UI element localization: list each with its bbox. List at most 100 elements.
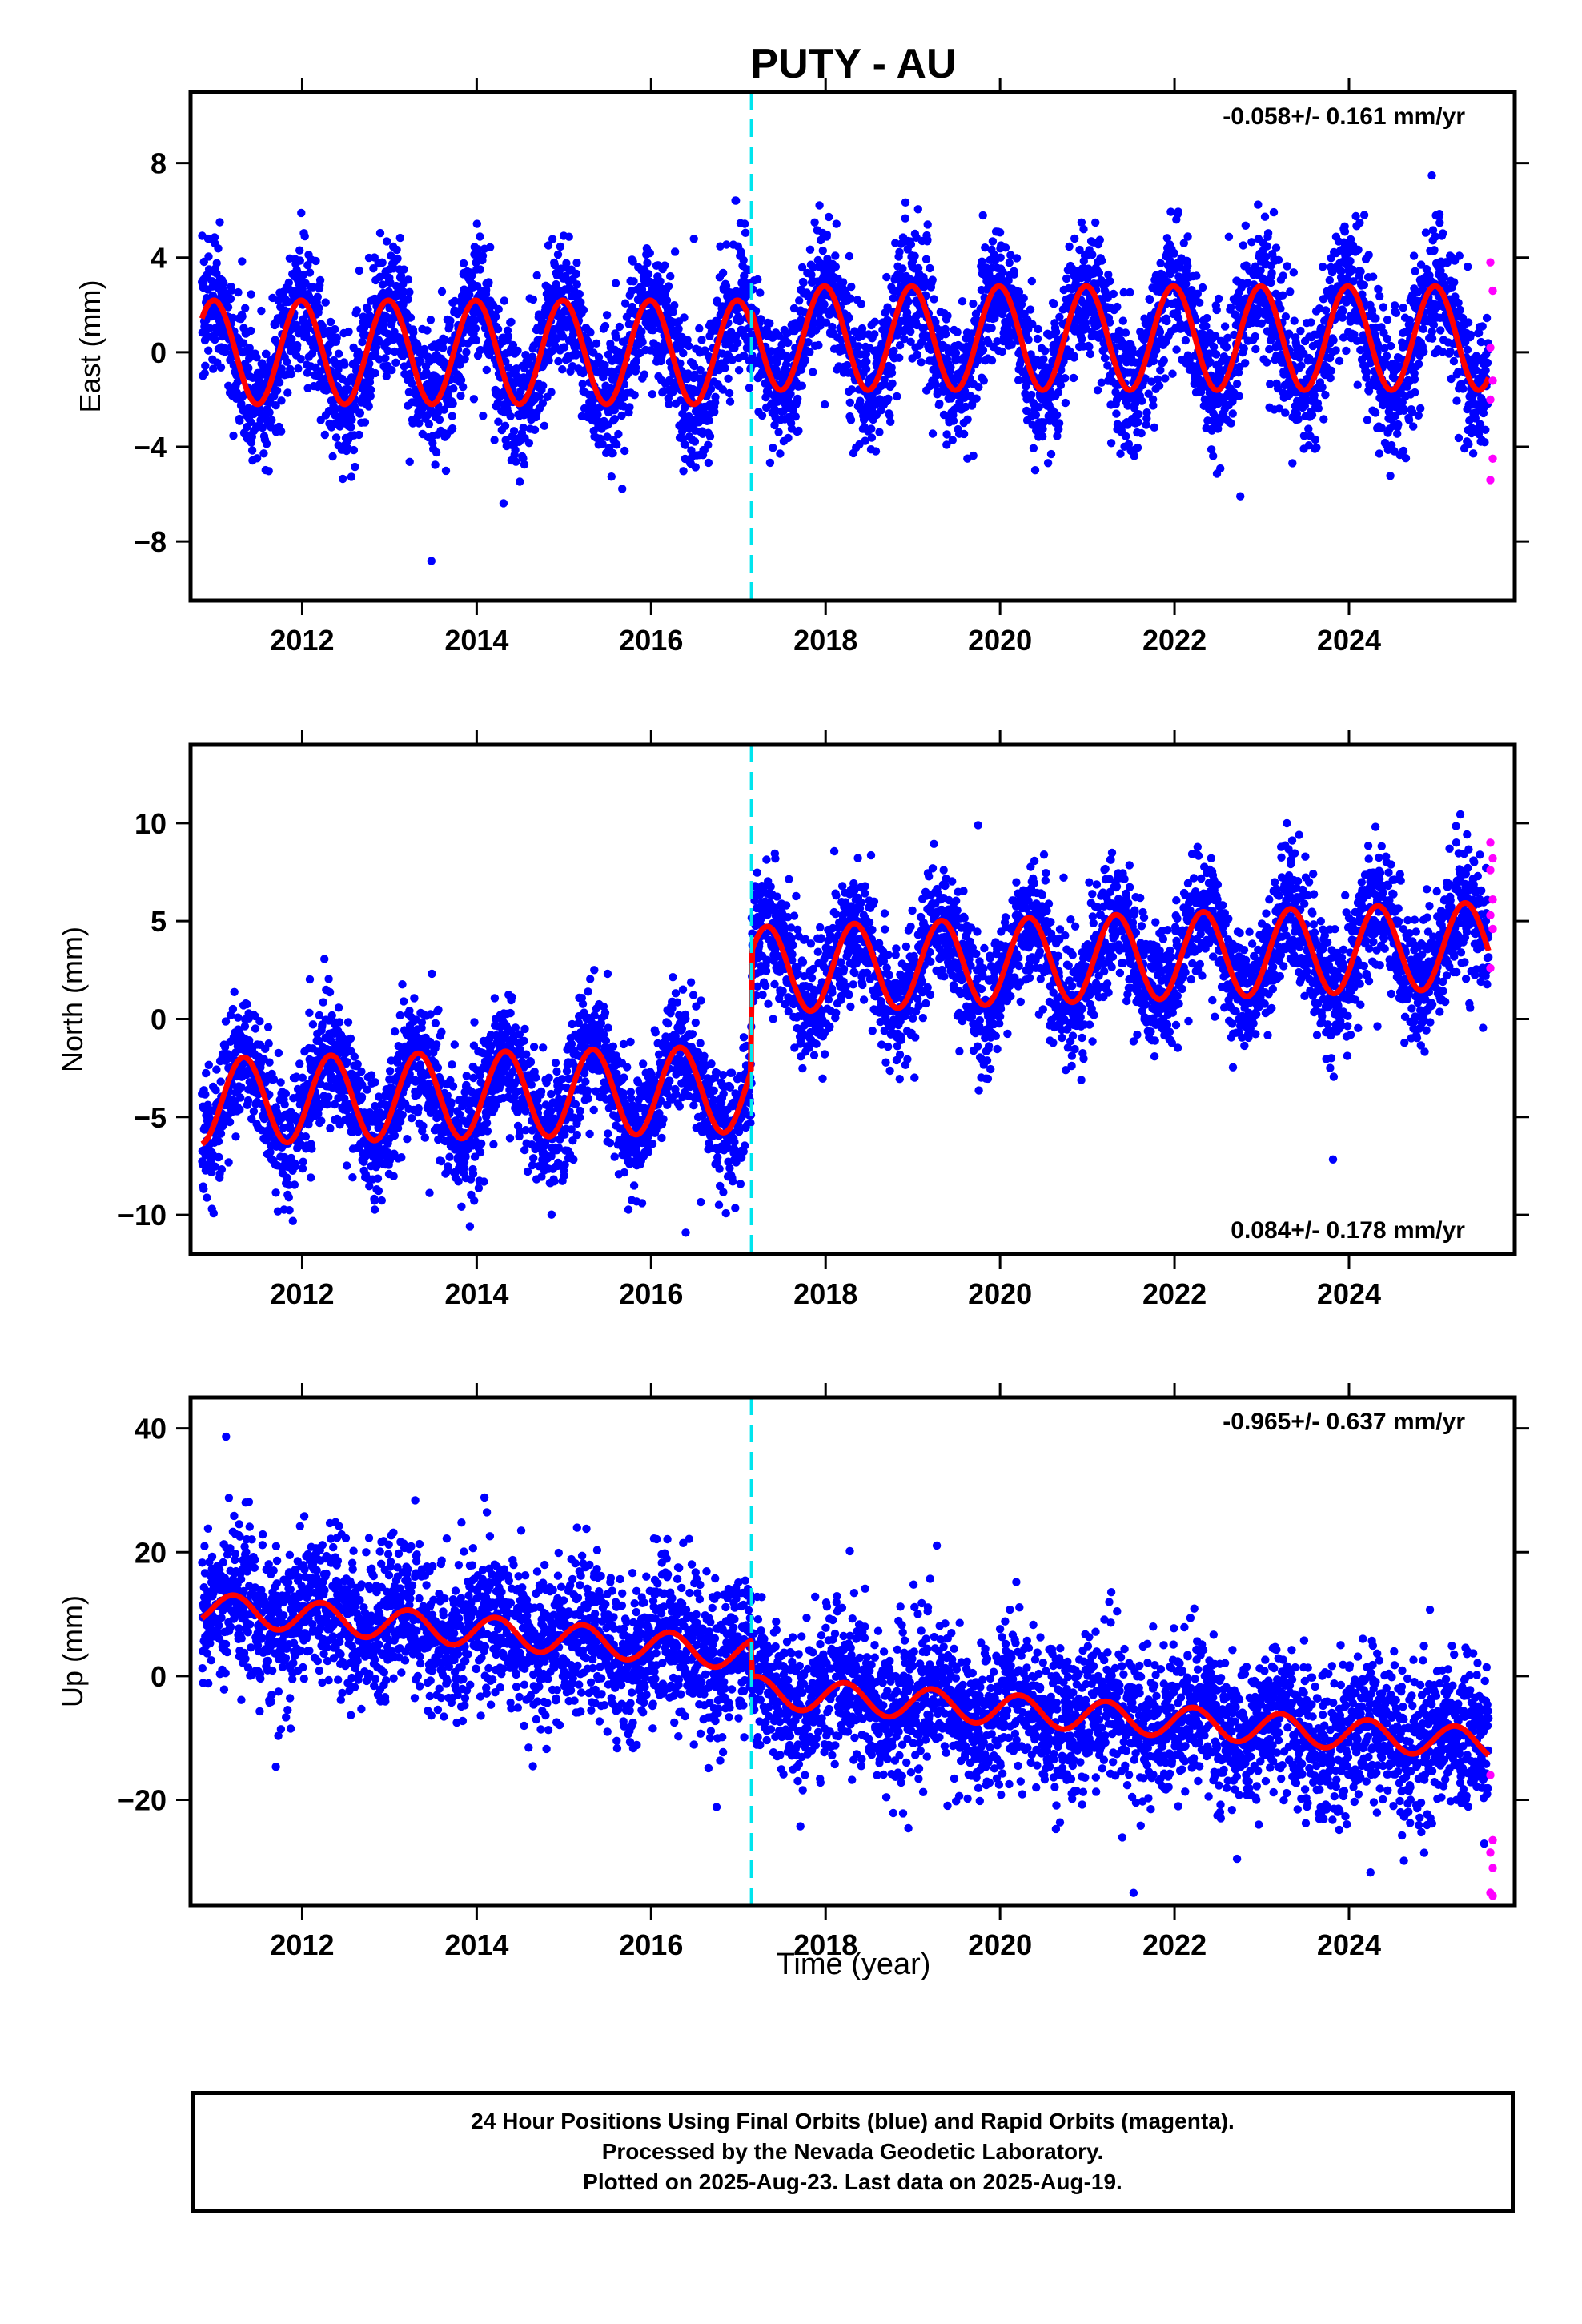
data-point [821, 400, 829, 409]
data-point [396, 271, 406, 280]
data-point [1142, 408, 1151, 417]
data-point [267, 416, 276, 424]
data-point [355, 430, 363, 440]
data-point [988, 237, 998, 246]
data-point [617, 411, 626, 420]
data-point [272, 386, 282, 395]
data-point [512, 364, 521, 373]
data-point [734, 366, 744, 375]
data-point [439, 344, 448, 352]
data-point [219, 279, 228, 287]
data-point [949, 416, 958, 425]
data-point [1410, 375, 1419, 384]
data-point [943, 312, 952, 320]
data-point [305, 268, 315, 277]
data-point [776, 449, 785, 458]
data-point [1172, 345, 1181, 354]
data-point [998, 347, 1007, 356]
data-point [399, 287, 408, 296]
data-point [508, 340, 518, 350]
data-point [769, 444, 777, 452]
data-point [801, 356, 810, 364]
data-point [383, 346, 392, 356]
data-point [494, 304, 503, 314]
data-point [1174, 207, 1182, 216]
data-point [845, 251, 854, 261]
data-point [1095, 235, 1105, 244]
data-point [1409, 422, 1418, 431]
data-point [913, 350, 922, 360]
data-point [227, 286, 236, 295]
data-point [1078, 335, 1086, 344]
data-point [586, 328, 595, 337]
data-point [506, 412, 515, 420]
data-point [1113, 302, 1122, 312]
data-point [407, 379, 416, 388]
data-point [235, 416, 244, 425]
data-point [215, 218, 224, 227]
data-point [1297, 361, 1306, 370]
data-point [326, 317, 335, 327]
data-point [893, 392, 901, 401]
data-point [838, 278, 848, 287]
data-point [607, 472, 616, 481]
data-point [845, 313, 853, 322]
data-point [378, 258, 387, 267]
data-point [315, 304, 323, 312]
data-point [562, 259, 571, 267]
data-point [767, 347, 776, 356]
data-point [1046, 449, 1056, 459]
data-point [554, 356, 563, 366]
data-point [1061, 398, 1070, 408]
data-point [1134, 410, 1143, 419]
data-point [246, 417, 255, 427]
data-point [612, 333, 621, 342]
data-point [1379, 303, 1388, 312]
data-point [448, 412, 456, 420]
data-point [969, 451, 978, 460]
data-point [474, 245, 483, 254]
data-point [684, 341, 693, 351]
data-point [1085, 342, 1094, 352]
data-point [1427, 334, 1437, 343]
data-point [895, 247, 904, 256]
data-point [320, 430, 329, 440]
data-point [1383, 316, 1392, 324]
data-point [321, 298, 330, 307]
data-point [1304, 424, 1313, 433]
data-point [1325, 275, 1335, 285]
data-point [757, 411, 767, 420]
data-point [603, 432, 612, 441]
data-point [315, 275, 325, 285]
data-point [847, 385, 857, 394]
data-point [293, 340, 302, 350]
data-point [1192, 271, 1201, 280]
data-point [795, 296, 804, 305]
data-point [1033, 334, 1042, 344]
data-point [355, 266, 363, 275]
data-point [670, 247, 680, 256]
data-point [1150, 423, 1159, 432]
data-point [645, 248, 654, 258]
data-point [468, 271, 476, 280]
data-point [1241, 359, 1250, 368]
data-point [625, 403, 634, 412]
data-point [921, 255, 931, 263]
data-point [816, 235, 825, 245]
data-point [204, 252, 213, 261]
data-point [1094, 268, 1104, 278]
data-point [996, 253, 1005, 262]
data-point [1239, 241, 1248, 250]
data-point [666, 271, 675, 281]
data-point [404, 275, 413, 284]
data-point [375, 337, 383, 346]
data-point [547, 388, 556, 396]
data-point [1281, 408, 1290, 417]
data-point [1363, 416, 1372, 424]
data-point [1411, 267, 1419, 275]
data-point [637, 327, 646, 336]
data-point [504, 332, 513, 341]
data-point [359, 324, 369, 332]
data-point [680, 403, 689, 412]
